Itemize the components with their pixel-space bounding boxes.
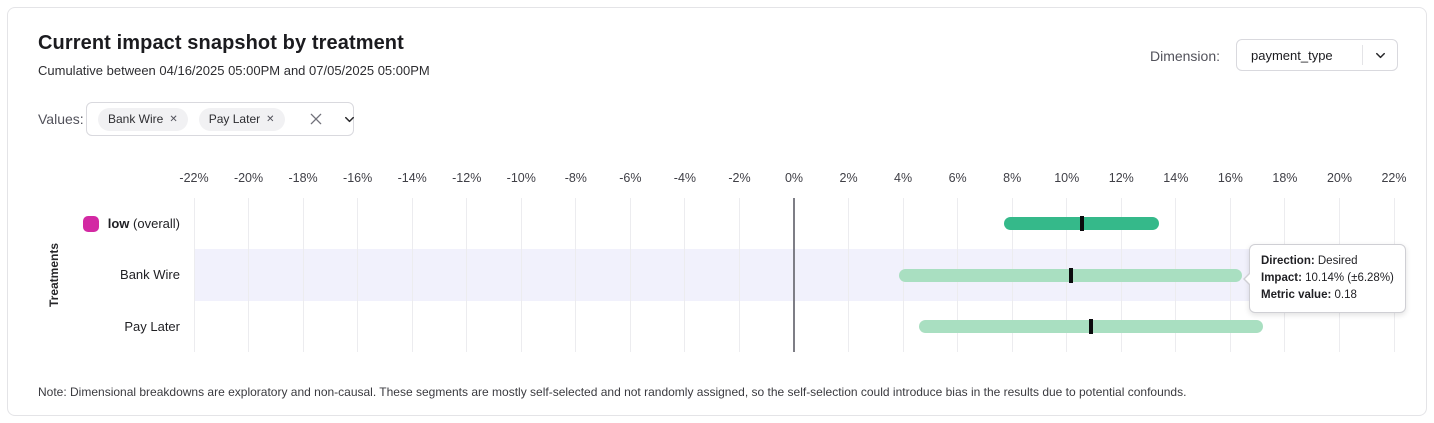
x-axis-tick-label: 22% <box>1381 171 1407 185</box>
x-axis-tick-label: 0% <box>784 171 804 185</box>
impact-center-mark <box>1068 267 1073 283</box>
chevron-down-icon[interactable] <box>1363 48 1397 63</box>
clear-all-icon[interactable] <box>308 111 324 127</box>
chip-label: Pay Later <box>208 112 261 126</box>
x-axis-tick-label: 4% <box>894 171 913 185</box>
x-axis-tick-label: -14% <box>397 171 427 185</box>
values-multiselect[interactable]: Bank Wire ✕ Pay Later ✕ <box>86 102 354 136</box>
chevron-down-icon[interactable] <box>342 112 357 127</box>
x-axis-tick-label: 20% <box>1326 171 1352 185</box>
impact-center-mark <box>1089 318 1094 334</box>
x-axis-tick-label: 12% <box>1108 171 1134 185</box>
chip-remove-icon[interactable]: ✕ <box>266 113 275 125</box>
value-chip-bank-wire: Bank Wire ✕ <box>98 107 188 131</box>
x-axis-tick-label: -20% <box>233 171 264 185</box>
gridline <box>357 198 359 352</box>
x-axis-tick-label: -12% <box>452 171 482 185</box>
gridline <box>248 198 250 352</box>
date-range-subtitle: Cumulative between 04/16/2025 05:00PM an… <box>38 63 430 78</box>
y-axis-title: Treatments <box>46 198 62 352</box>
values-label: Values: <box>38 111 84 127</box>
zero-baseline <box>793 198 795 352</box>
x-axis-tick-label: -10% <box>506 171 536 185</box>
page-title: Current impact snapshot by treatment <box>38 32 404 54</box>
treatment-row-label: Bank Wire <box>120 267 180 283</box>
tooltip-metric-row: Metric value: 0.18 <box>1261 289 1357 301</box>
x-axis-tick-label: 18% <box>1272 171 1298 185</box>
x-axis-tick-labels: -22% -20% -18% -16% -14% -12% -10% -8% -6% -4% -2%… <box>179 171 1406 187</box>
x-axis-tick-label: 14% <box>1163 171 1189 185</box>
value-chip-pay-later: Pay Later ✕ <box>198 107 285 131</box>
x-axis-tick-label: -6% <box>619 171 642 185</box>
gridline <box>193 198 195 352</box>
tooltip-direction-row: Direction: Desired <box>1261 255 1358 267</box>
x-axis-tick-label: 8% <box>1003 171 1022 185</box>
x-axis-tick-label: -4% <box>673 171 697 185</box>
gridline <box>629 198 631 352</box>
dimension-select[interactable]: payment_type <box>1236 39 1398 71</box>
gridline <box>575 198 577 352</box>
bar-tooltip: Direction: Desired Impact: 10.14% (±6.28… <box>1243 244 1406 313</box>
gridline <box>848 198 850 352</box>
y-axis-title-text: Treatments <box>47 242 61 308</box>
tooltip-impact-row: Impact: 10.14% (±6.28%) <box>1261 272 1394 284</box>
x-axis-tick-label: 2% <box>839 171 858 185</box>
x-axis-tick-label: 10% <box>1054 171 1080 185</box>
dimension-label: Dimension: <box>1149 48 1220 64</box>
dimension-selected-value: payment_type <box>1251 47 1333 63</box>
x-axis-tick-label: -22% <box>179 171 209 185</box>
chip-remove-icon[interactable]: ✕ <box>169 113 178 125</box>
x-axis-tick-label: 16% <box>1217 171 1243 185</box>
gridline <box>302 198 304 352</box>
x-axis-tick-label: -8% <box>564 171 587 185</box>
impact-chart-plot <box>193 198 1395 352</box>
x-axis-tick-label: -2% <box>728 171 751 185</box>
gridline <box>684 198 686 352</box>
treatment-row-labels: low (overall) Bank Wire Pay Later <box>64 198 180 352</box>
impact-snapshot-card: Current impact snapshot by treatment Cum… <box>7 7 1427 416</box>
gridline <box>466 198 468 352</box>
treatment-row-label: Pay Later <box>124 318 180 334</box>
divider <box>1362 45 1363 65</box>
gridline <box>738 198 740 352</box>
x-axis-tick-label: -16% <box>343 171 373 185</box>
x-axis-tick-label: 6% <box>948 171 967 185</box>
gridline <box>520 198 522 352</box>
treatment-row-label: low (overall) <box>64 198 180 249</box>
gridline <box>411 198 413 352</box>
impact-center-mark <box>1079 216 1084 232</box>
legend-swatch <box>82 215 99 232</box>
x-axis-tick-label: -18% <box>288 171 318 185</box>
chip-label: Bank Wire <box>108 112 164 126</box>
footnote: Note: Dimensional breakdowns are explora… <box>38 385 1187 399</box>
